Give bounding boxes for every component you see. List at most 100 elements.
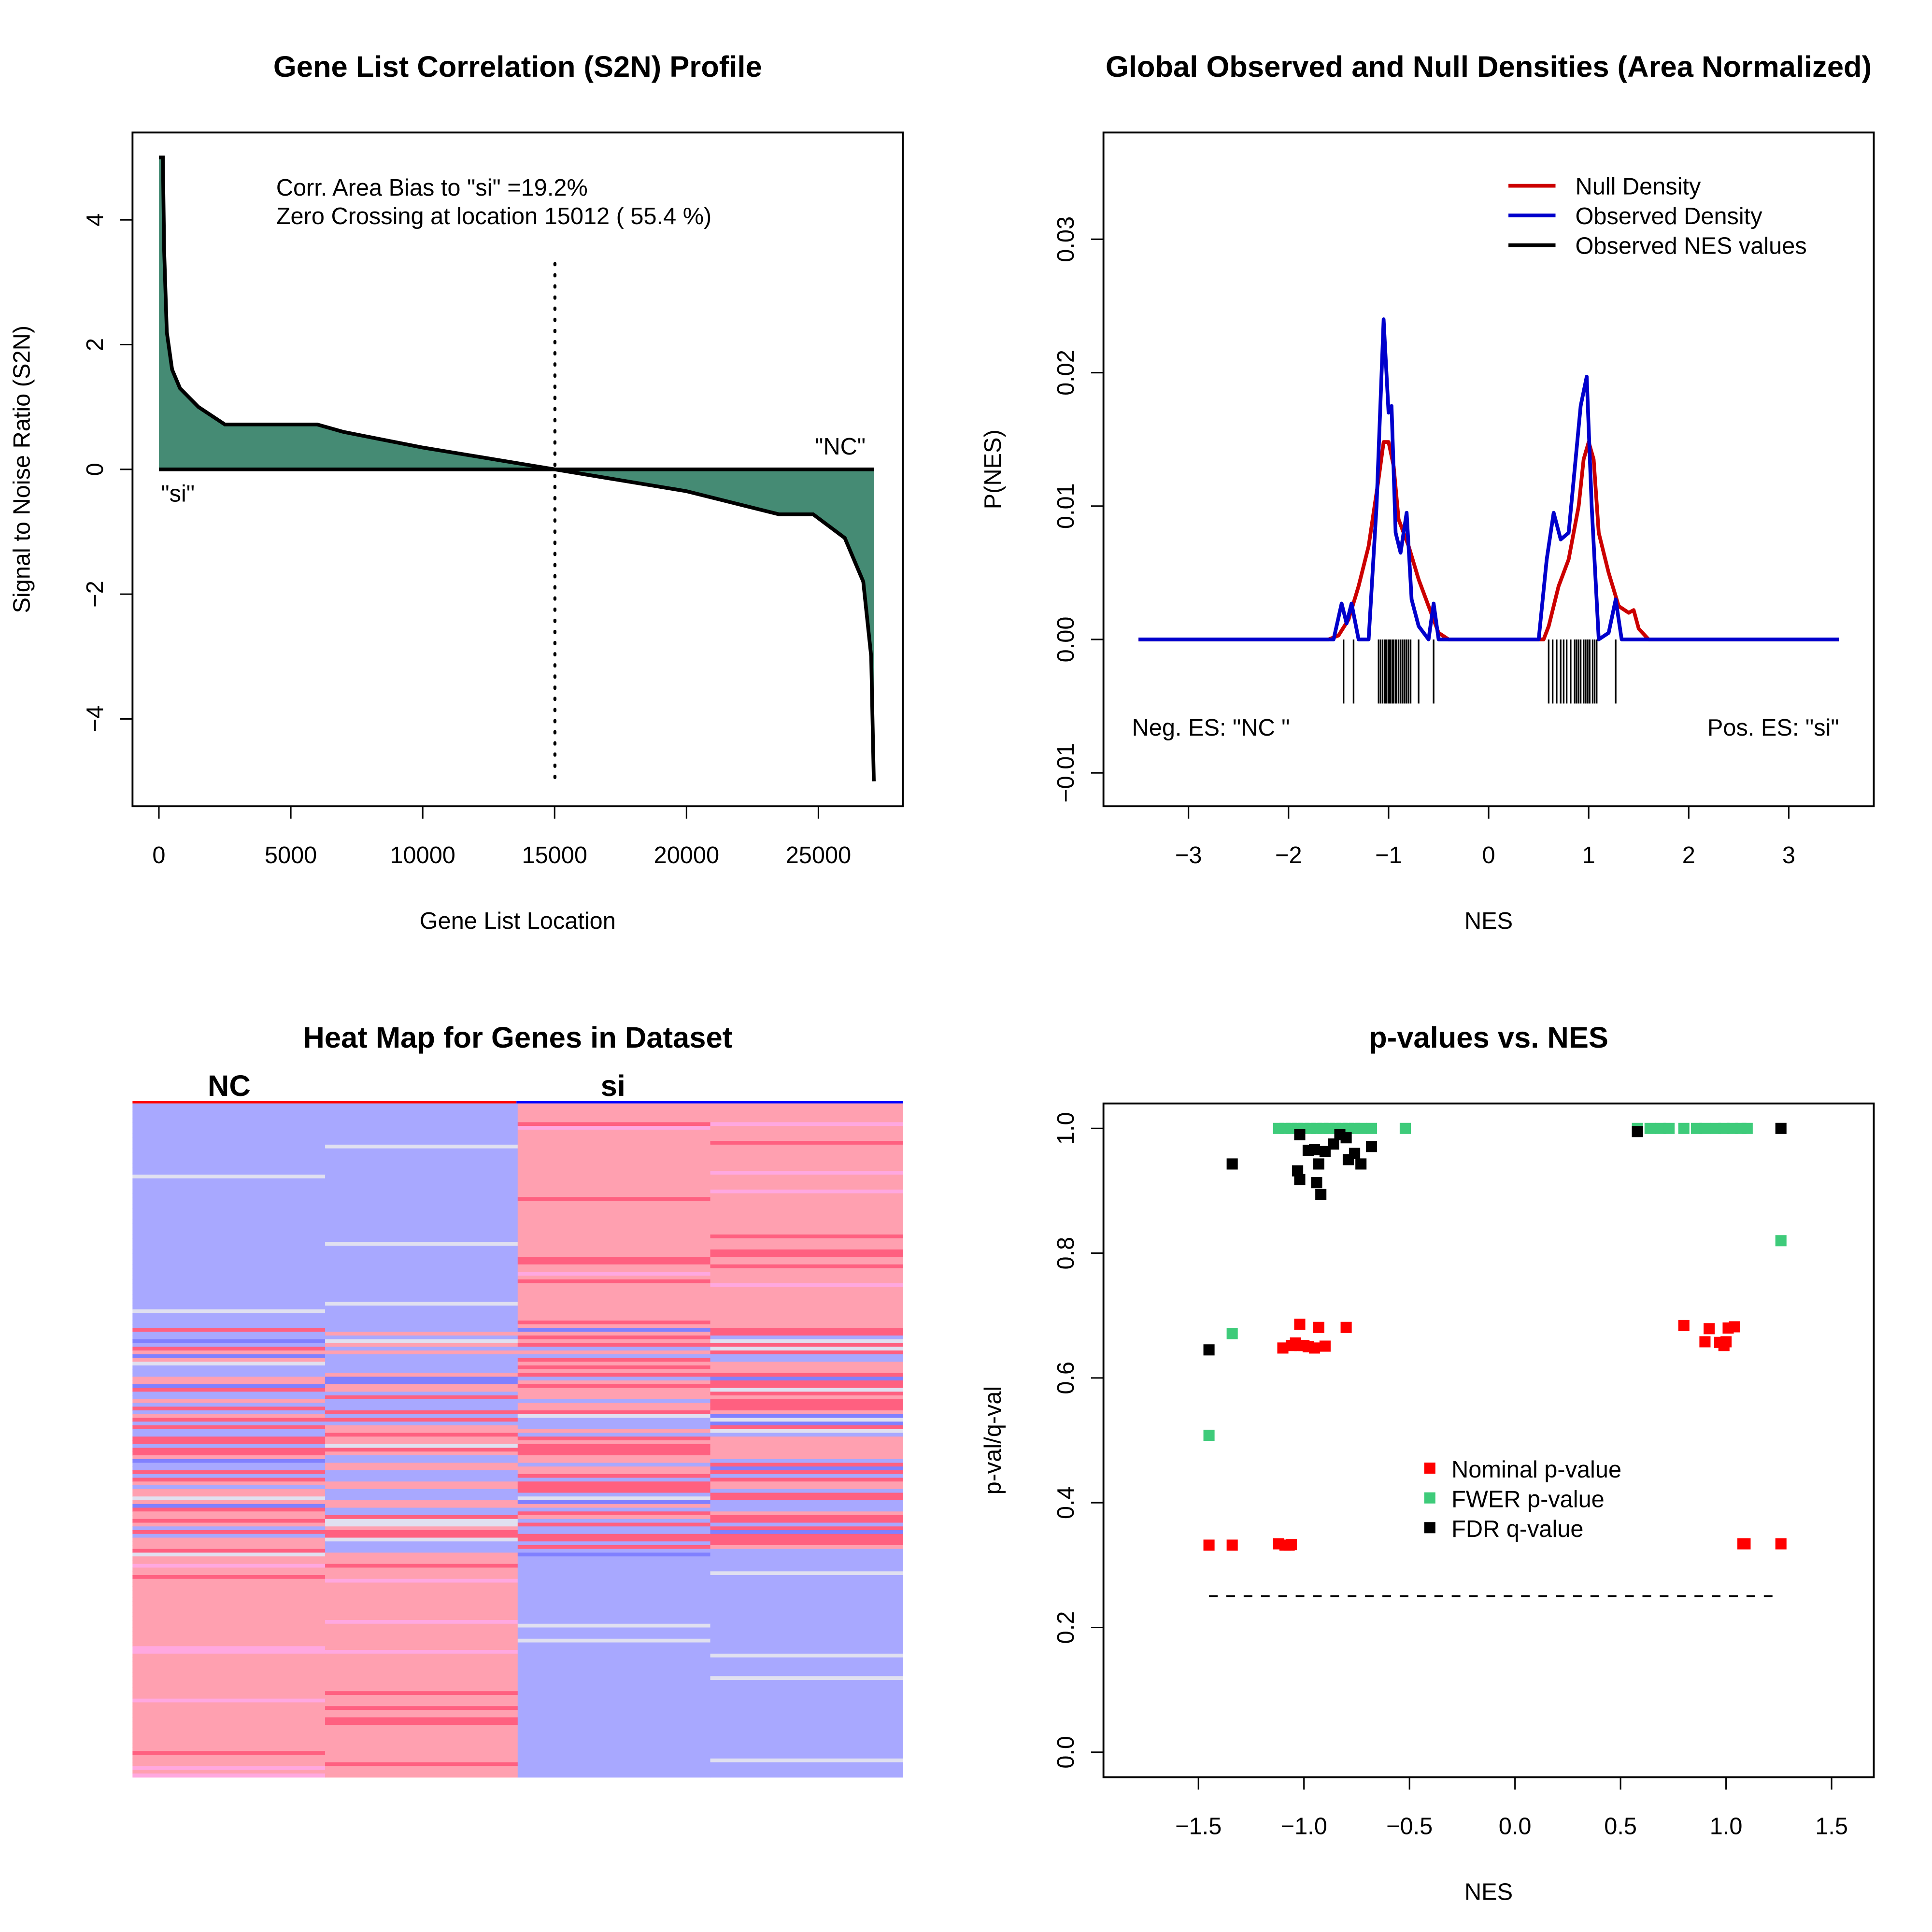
heatmap-cell [325, 1212, 518, 1216]
heatmap-cell [132, 1683, 326, 1688]
heatmap-cell [517, 1421, 711, 1426]
heatmap-cell [132, 1489, 326, 1493]
point-nominal [1678, 1320, 1690, 1331]
heatmap-cell [710, 1189, 903, 1194]
heatmap-cell [325, 1489, 518, 1493]
heatmap-cell [517, 1328, 711, 1333]
heatmap-cell [710, 1246, 903, 1250]
heatmap-cell [325, 1276, 518, 1280]
heatmap-cell [325, 1455, 518, 1460]
heatmap-cell [517, 1739, 711, 1744]
heatmap-cell [710, 1496, 903, 1501]
heatmap-cell [517, 1608, 711, 1613]
chart-title: Gene List Correlation (S2N) Profile [273, 50, 762, 84]
heatmap-cell [517, 1477, 711, 1482]
heatmap-cell [325, 1388, 518, 1392]
heatmap-cell [710, 1631, 903, 1635]
heatmap-cell [710, 1448, 903, 1452]
heatmap-cell [710, 1283, 903, 1288]
heatmap-cell [517, 1332, 711, 1336]
heatmap-cell [325, 1358, 518, 1363]
heatmap-cell [710, 1406, 903, 1411]
heatmap-cell [132, 1287, 326, 1291]
point-fdr [1366, 1141, 1378, 1152]
heatmap-cell [517, 1713, 711, 1718]
heatmap-cell [132, 1264, 326, 1269]
point-nominal [1739, 1538, 1751, 1549]
heatmap-cell [325, 1601, 518, 1605]
heatmap-cell [710, 1571, 903, 1576]
heatmap-cell [325, 1448, 518, 1452]
x-tick-label: −2 [1275, 842, 1302, 868]
heatmap-cell [517, 1406, 711, 1411]
heatmap-cell [325, 1578, 518, 1583]
heatmap-cell [710, 1103, 903, 1108]
heatmap-cell [325, 1616, 518, 1620]
legend-swatch-fdr [1424, 1522, 1435, 1534]
heatmap-cell [132, 1238, 326, 1243]
heatmap-cell [710, 1623, 903, 1628]
heatmap-cell [710, 1451, 903, 1456]
y-tick-label: −2 [82, 581, 108, 608]
heatmap-cell [325, 1433, 518, 1437]
heatmap-cell [517, 1268, 711, 1273]
heatmap-cell [132, 1721, 326, 1725]
point-fwer [1355, 1122, 1367, 1134]
heatmap-cell [132, 1552, 326, 1557]
heatmap-cell [517, 1773, 711, 1778]
heatmap-cell [710, 1515, 903, 1520]
heatmap-cell [517, 1107, 711, 1111]
heatmap-cell [710, 1766, 903, 1770]
heatmap-cell [517, 1440, 711, 1445]
heatmap-cell [710, 1504, 903, 1508]
heatmap-cell [710, 1522, 903, 1527]
heatmap-cell [325, 1384, 518, 1389]
y-tick-label: 2 [82, 338, 108, 351]
point-fwer [1655, 1122, 1666, 1134]
heatmap-cell [132, 1477, 326, 1482]
heatmap-cell [517, 1530, 711, 1534]
heatmap-cell [325, 1504, 518, 1508]
x-tick-label: 2 [1682, 842, 1695, 868]
heatmap-cell [517, 1298, 711, 1303]
heatmap-cell [517, 1463, 711, 1467]
heatmap-cell [132, 1616, 326, 1620]
heatmap-cell [132, 1724, 326, 1729]
plot-frame [1102, 1102, 1875, 1778]
heatmap-cell [517, 1111, 711, 1115]
heatmap-cell [710, 1133, 903, 1138]
point-nominal [1313, 1321, 1324, 1333]
heatmap-cell [710, 1118, 903, 1123]
heatmap-cell [517, 1272, 711, 1276]
heatmap-cell [325, 1223, 518, 1228]
heatmap-cell [517, 1586, 711, 1591]
heatmap-cell [710, 1713, 903, 1718]
heatmap-cell [710, 1732, 903, 1737]
heatmap-cell [710, 1272, 903, 1276]
heatmap-cell [132, 1279, 326, 1284]
heatmap-cell [517, 1519, 711, 1523]
heatmap-cell [517, 1642, 711, 1647]
heatmap-cell [325, 1567, 518, 1572]
heatmap-cell [517, 1103, 711, 1108]
heatmap-cell [710, 1466, 903, 1471]
heatmap-cell [517, 1657, 711, 1662]
heatmap-cell [517, 1373, 711, 1378]
heatmap-cell [325, 1406, 518, 1411]
heatmap-cell [710, 1687, 903, 1692]
x-tick-label: −0.5 [1386, 1813, 1433, 1839]
heatmap-cell [517, 1552, 711, 1557]
heatmap-cell [132, 1163, 326, 1168]
heatmap-cell [132, 1223, 326, 1228]
heatmap-cell [325, 1511, 518, 1516]
heatmap-cell [325, 1563, 518, 1568]
heatmap-cell [325, 1193, 518, 1198]
heatmap-cell [710, 1433, 903, 1437]
heatmap-cell [325, 1593, 518, 1598]
point-fdr [1309, 1144, 1321, 1155]
heatmap-cell [325, 1530, 518, 1534]
heatmap-cell [132, 1436, 326, 1441]
group-label-nc: NC [208, 1069, 251, 1103]
heatmap-cell [517, 1122, 711, 1126]
heatmap-cell [325, 1698, 518, 1703]
